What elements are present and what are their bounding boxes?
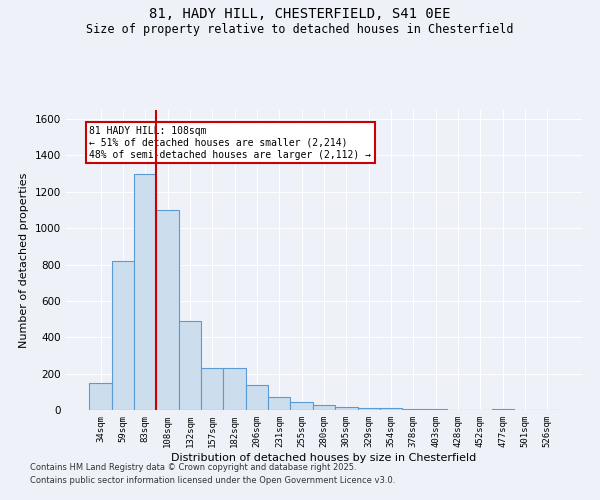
Bar	[223, 368, 246, 410]
Bar	[246, 384, 268, 410]
Bar	[425, 409, 447, 410]
Text: Size of property relative to detached houses in Chesterfield: Size of property relative to detached ho…	[86, 22, 514, 36]
Text: Contains HM Land Registry data © Crown copyright and database right 2025.: Contains HM Land Registry data © Crown c…	[30, 464, 356, 472]
Bar	[157, 210, 179, 410]
Text: Contains public sector information licensed under the Open Government Licence v3: Contains public sector information licen…	[30, 476, 395, 485]
Bar	[268, 398, 290, 410]
Bar	[89, 382, 112, 410]
Bar	[313, 406, 335, 410]
Y-axis label: Number of detached properties: Number of detached properties	[19, 172, 29, 348]
Bar	[491, 409, 514, 410]
Text: 81, HADY HILL, CHESTERFIELD, S41 0EE: 81, HADY HILL, CHESTERFIELD, S41 0EE	[149, 8, 451, 22]
Bar	[358, 408, 380, 410]
Bar	[290, 402, 313, 410]
Bar	[201, 368, 223, 410]
Bar	[402, 409, 425, 410]
X-axis label: Distribution of detached houses by size in Chesterfield: Distribution of detached houses by size …	[172, 452, 476, 462]
Bar	[112, 261, 134, 410]
Bar	[179, 321, 201, 410]
Bar	[380, 408, 402, 410]
Text: 81 HADY HILL: 108sqm
← 51% of detached houses are smaller (2,214)
48% of semi-de: 81 HADY HILL: 108sqm ← 51% of detached h…	[89, 126, 371, 160]
Bar	[134, 174, 157, 410]
Bar	[335, 408, 358, 410]
